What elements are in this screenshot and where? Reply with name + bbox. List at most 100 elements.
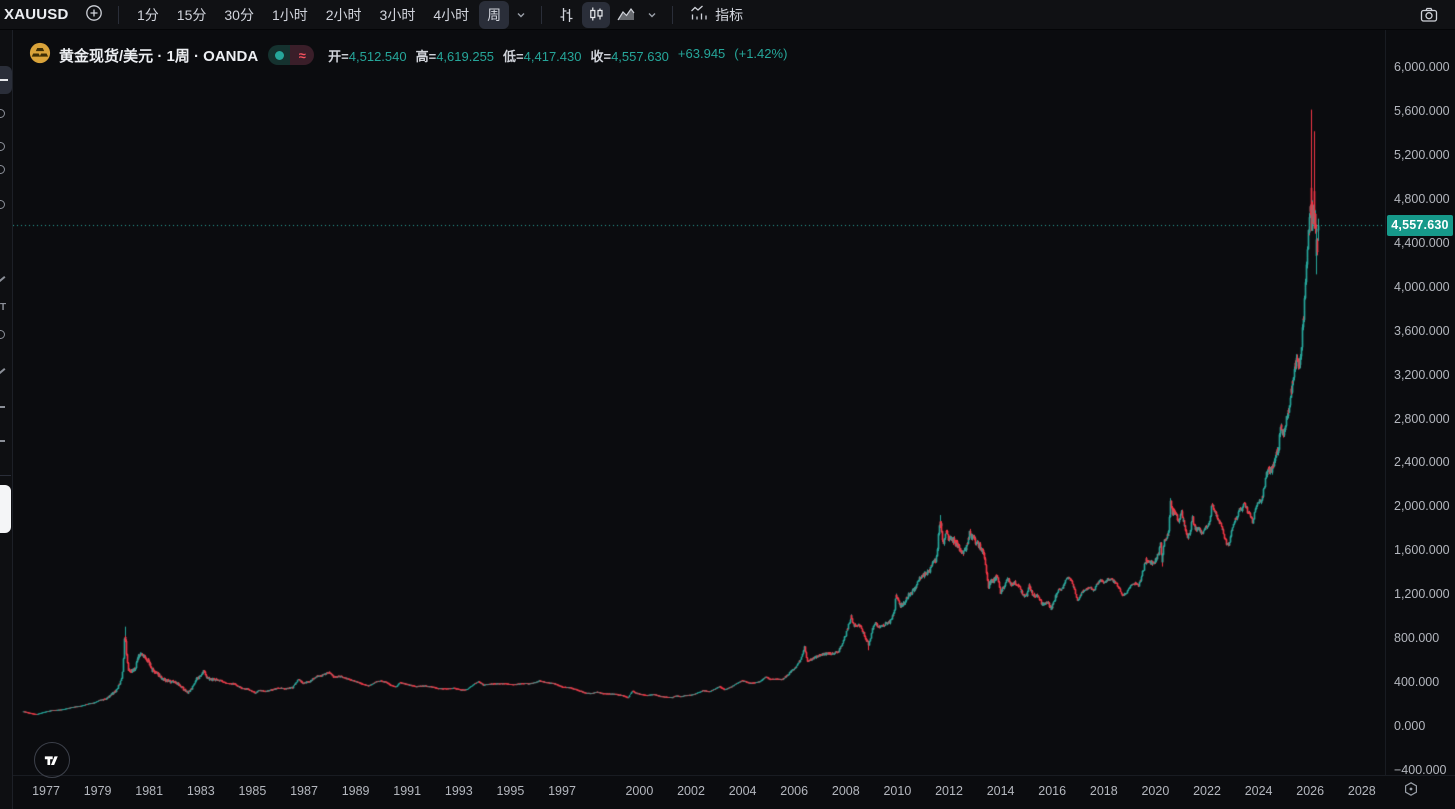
price-axis-label: 5,600.000: [1394, 103, 1450, 118]
chart-pane: 黄金现货/美元 · 1周 · OANDA ≈ 开=4,512.540 高=4,6…: [13, 30, 1385, 778]
time-axis-label: 2010: [883, 784, 912, 798]
zoom-tool-icon[interactable]: [0, 406, 5, 408]
timeframe-button-30min[interactable]: 30分: [216, 1, 262, 29]
timeframe-button-3h[interactable]: 3小时: [372, 1, 424, 29]
price-axis[interactable]: 4,557.630 6,000.000 5,600.000 5,200.000 4,8…: [1385, 30, 1455, 777]
time-axis-label: 2026: [1296, 784, 1325, 798]
area-chart-style-icon[interactable]: [612, 2, 640, 28]
chart-legend: 黄金现货/美元 · 1周 · OANDA ≈ 开=4,512.540 高=4,6…: [29, 42, 787, 69]
timeframe-chevron-down-icon[interactable]: [511, 2, 531, 28]
symbol-title[interactable]: 黄金现货/美元 · 1周 · OANDA: [59, 47, 259, 65]
current-price-badge: 4,557.630: [1387, 214, 1453, 236]
promo-button[interactable]: [0, 485, 11, 533]
time-axis-label: 1989: [341, 784, 370, 798]
ohlc-readout: 开=4,512.540 高=4,619.255 低=4,417.430 收=4,…: [328, 46, 787, 65]
change-percent: (+1.42%): [734, 45, 788, 61]
price-axis-label: 1,200.000: [1394, 587, 1450, 602]
rail-separator: [0, 475, 11, 476]
text-tool-icon[interactable]: T: [0, 302, 7, 313]
gold-coin-icon: [29, 42, 51, 69]
screenshot-camera-icon[interactable]: [1415, 2, 1443, 28]
symbol-name[interactable]: XAUUSD: [4, 6, 69, 23]
time-axis-label: 2024: [1244, 784, 1273, 798]
fib-retracement-icon[interactable]: [0, 142, 5, 151]
time-axis-label: 1985: [238, 784, 267, 798]
price-axis-label: 800.000: [1394, 631, 1440, 646]
toolbar-separator: [541, 5, 543, 24]
price-axis-label: 5,200.000: [1394, 147, 1450, 162]
open-value: 4,512.540: [348, 48, 407, 64]
price-axis-label: 3,200.000: [1394, 367, 1450, 382]
high-value: 4,619.255: [436, 48, 495, 64]
timeframe-group: 1分 15分 30分 1小时 2小时 3小时 4小时周: [129, 0, 510, 29]
time-axis-label: 1981: [135, 784, 164, 798]
low-label: 低=: [503, 48, 524, 64]
high-label: 高=: [415, 48, 437, 64]
timeframe-button-1h[interactable]: 1小时: [264, 1, 316, 29]
crosshair-icon: [0, 79, 8, 81]
close-value: 4,557.630: [611, 48, 669, 64]
tradingview-logo[interactable]: [34, 742, 70, 778]
change-value: +63.945: [677, 45, 726, 61]
time-axis-label: 1979: [83, 784, 112, 798]
magnet-icon[interactable]: [0, 440, 5, 442]
timeframe-button-4h[interactable]: 4小时: [425, 1, 477, 29]
price-axis-label: 4,000.000: [1394, 279, 1450, 294]
crosshair-tool-button[interactable]: [0, 66, 12, 94]
timeframe-button-15min[interactable]: 15分: [169, 1, 215, 29]
toolbar-separator: [118, 5, 119, 24]
time-axis-label: 1983: [186, 784, 215, 798]
time-axis-label: 2028: [1347, 784, 1376, 798]
price-axis-label: 6,000.000: [1394, 60, 1450, 74]
price-axis-label: 2,400.000: [1394, 455, 1450, 470]
time-axis[interactable]: 1977 1979 1981 1983 1985 1987 1989 1991 1993 1995…: [13, 775, 1455, 809]
measure-icon[interactable]: [0, 368, 6, 376]
bar-chart-style-icon[interactable]: [552, 2, 580, 28]
timeframe-button-2h[interactable]: 2小时: [318, 1, 370, 29]
price-chart-canvas[interactable]: [13, 30, 1385, 775]
price-axis-label: 2,000.000: [1394, 499, 1450, 514]
time-axis-label: 2004: [728, 784, 757, 798]
candlestick-style-icon[interactable]: [582, 1, 611, 28]
time-axis-label: 2006: [780, 784, 809, 798]
indicators-icon: [689, 4, 709, 25]
indicators-button[interactable]: 指标: [683, 1, 749, 28]
price-axis-label: 1,600.000: [1394, 543, 1450, 558]
time-axis-label: 1987: [290, 784, 318, 798]
time-axis-label: 2000: [625, 784, 654, 798]
timezone-settings-icon[interactable]: [1403, 781, 1419, 800]
toolbar-separator: [672, 5, 674, 24]
time-axis-label: 1995: [496, 784, 525, 798]
time-axis-label: 2012: [935, 784, 963, 798]
price-axis-label: 0.000: [1394, 719, 1426, 734]
brush-icon[interactable]: [0, 276, 6, 284]
time-axis-label: 2018: [1089, 784, 1118, 798]
time-axis-label: 2022: [1193, 784, 1221, 798]
compare-add-button[interactable]: [80, 2, 108, 28]
time-axis-label: 2002: [677, 784, 705, 798]
timeframe-button-1min[interactable]: 1分: [129, 1, 167, 29]
time-axis-label: 2016: [1038, 784, 1067, 798]
time-axis-label: 1991: [393, 784, 422, 798]
open-label: 开=: [328, 48, 349, 64]
market-open-dot-icon[interactable]: [268, 45, 291, 65]
left-drawing-toolbar: T: [0, 30, 13, 809]
trend-line-icon[interactable]: [0, 109, 5, 118]
indicators-label: 指标: [715, 6, 744, 23]
time-axis-label: 1997: [548, 784, 576, 798]
plus-circle-icon: [85, 4, 103, 25]
chart-style-chevron-down-icon[interactable]: [642, 2, 662, 28]
close-label: 收=: [590, 48, 612, 64]
price-axis-label: −400.000: [1394, 763, 1447, 777]
delayed-data-icon[interactable]: ≈: [290, 45, 315, 65]
time-axis-label: 2020: [1141, 784, 1170, 798]
price-axis-label: 4,400.000: [1394, 235, 1450, 250]
pitchfork-icon[interactable]: [0, 165, 5, 174]
pattern-tool-icon[interactable]: [0, 200, 5, 209]
emoji-tool-icon[interactable]: [0, 330, 5, 339]
timeframe-button-week[interactable]: 周: [479, 0, 510, 29]
time-axis-label: 2008: [831, 784, 860, 798]
top-toolbar: XAUUSD 1分 15分 30分 1小时 2小时 3小时 4小时周: [0, 0, 1455, 30]
price-axis-label: 2,800.000: [1394, 411, 1450, 426]
